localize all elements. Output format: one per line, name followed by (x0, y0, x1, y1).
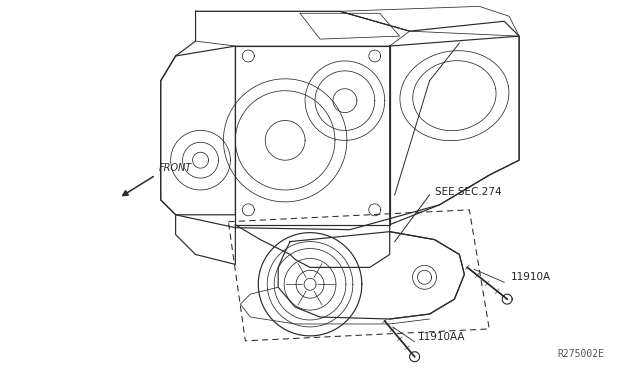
Text: 11910A: 11910A (511, 272, 551, 282)
Text: SEE SEC.274: SEE SEC.274 (435, 187, 501, 197)
Text: 11910AA: 11910AA (417, 332, 465, 342)
Text: FRONT: FRONT (159, 163, 192, 173)
Text: R275002E: R275002E (557, 349, 604, 359)
